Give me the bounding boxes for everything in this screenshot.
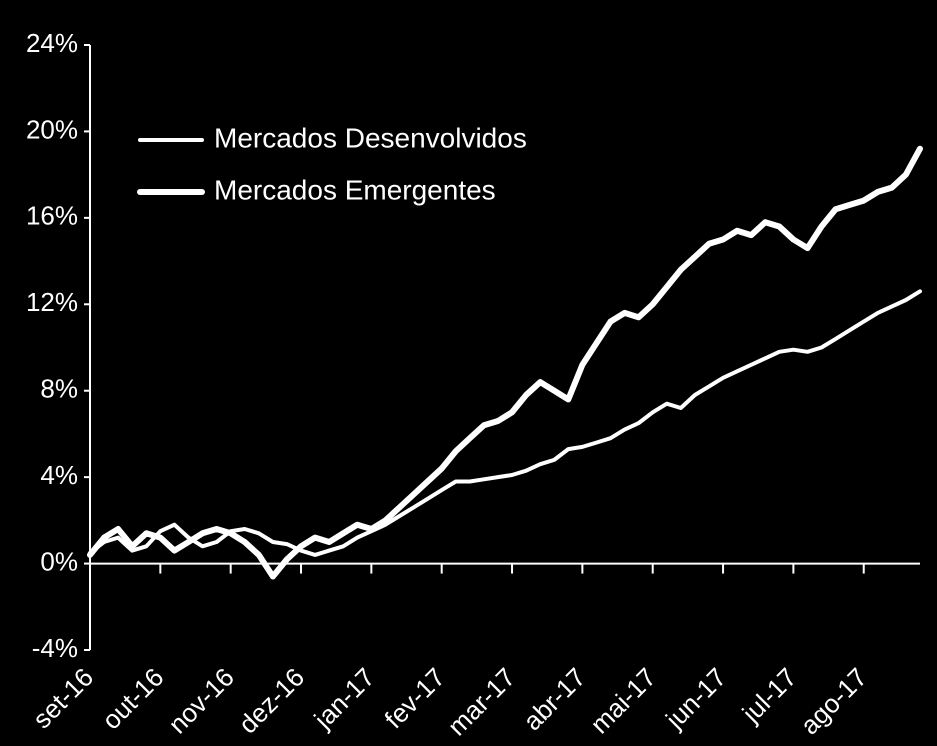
chart-background: [0, 0, 937, 746]
y-tick-label: 0%: [40, 546, 78, 576]
y-tick-label: 8%: [40, 374, 78, 404]
y-tick-label: -4%: [32, 633, 78, 663]
y-tick-label: 16%: [26, 201, 78, 231]
y-tick-label: 24%: [26, 28, 78, 58]
legend-label: Mercados Desenvolvidos: [214, 122, 527, 153]
y-tick-label: 20%: [26, 114, 78, 144]
chart-svg: -4%0%4%8%12%16%20%24%set-16out-16nov-16d…: [0, 0, 937, 746]
line-chart: -4%0%4%8%12%16%20%24%set-16out-16nov-16d…: [0, 0, 937, 746]
legend-label: Mercados Emergentes: [214, 174, 496, 205]
y-tick-label: 12%: [26, 287, 78, 317]
y-tick-label: 4%: [40, 460, 78, 490]
